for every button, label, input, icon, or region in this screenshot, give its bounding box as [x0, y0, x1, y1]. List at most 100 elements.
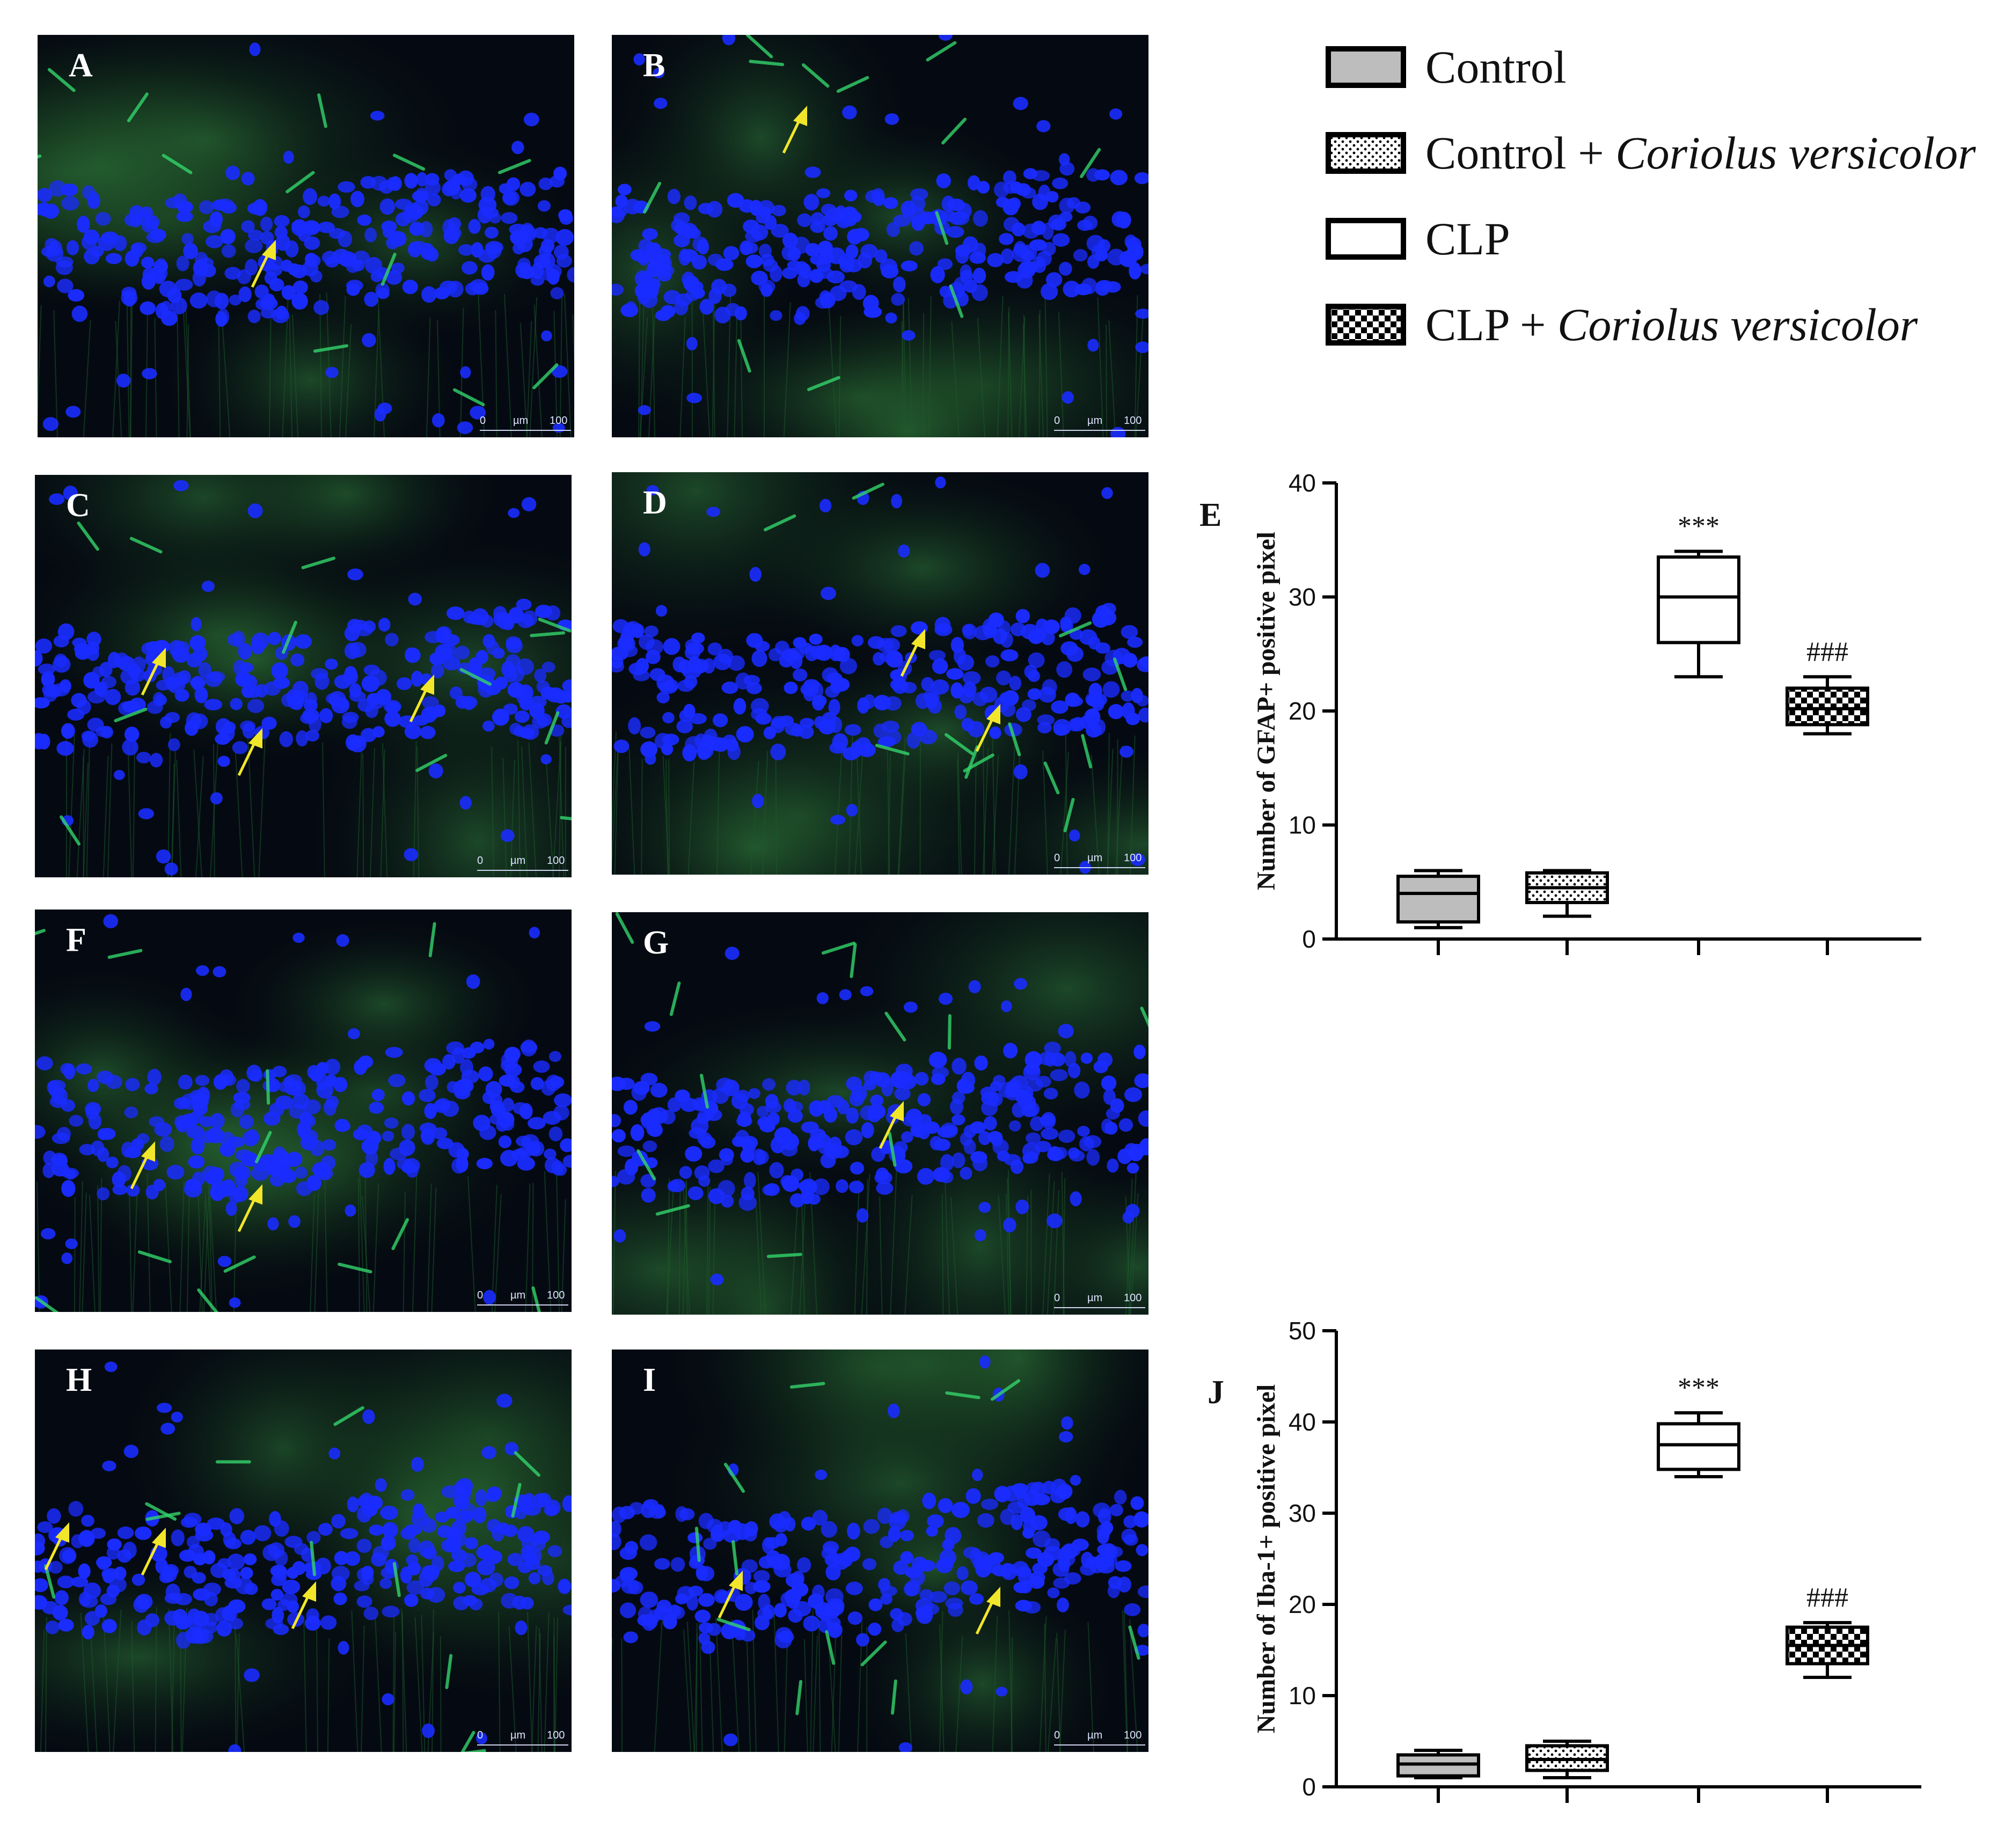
scale-end: 100 [1124, 852, 1142, 864]
micrograph-panel-a: A 0 µm 100 [38, 35, 574, 437]
scale-unit: µm [1087, 852, 1103, 864]
micrograph-image [35, 1350, 572, 1752]
scale-line [1054, 430, 1145, 431]
scale-end: 100 [547, 855, 565, 867]
panel-letter: H [66, 1362, 92, 1398]
legend-item-control: Control [1326, 38, 1567, 97]
box-iqr [1396, 875, 1480, 924]
micrograph-image [612, 35, 1148, 437]
legend-label: Control [1425, 41, 1567, 93]
scale-start: 0 [1054, 1729, 1060, 1741]
scale-unit: µm [1087, 415, 1103, 427]
chart-gfap: Number of GFAP+ positive pixel 0 10 20 30 40 *… [1252, 469, 1921, 955]
legend-label: CLP + Coriolus versicolor [1425, 299, 1918, 350]
micrograph-image [612, 1350, 1148, 1752]
micrograph-panel-g: G 0 µm 100 [612, 912, 1148, 1315]
arrow-marker-icon [879, 1101, 904, 1149]
y-tick-label: 30 [1289, 583, 1316, 611]
scale-unit: µm [1087, 1292, 1103, 1304]
y-axis-label: Number of Iba-1+ positive pixel [1252, 1384, 1281, 1733]
box-3 [1657, 549, 1740, 679]
legend-swatch-dots [1326, 132, 1406, 174]
scale-line [477, 1744, 568, 1746]
scale-start: 0 [1054, 415, 1060, 427]
micrograph-panel-d: D 0 µm 100 [612, 472, 1148, 875]
panel-letter: D [643, 485, 667, 521]
box-2 [1525, 1740, 1609, 1779]
legend-item-clp: CLP [1326, 209, 1510, 268]
arrow-marker-icon [130, 1141, 155, 1190]
significance-label: *** [1678, 1373, 1720, 1403]
arrow-marker-icon [141, 1528, 166, 1576]
legend-swatch-white [1326, 218, 1406, 260]
arrow-marker-icon [900, 629, 925, 677]
panel-letter: B [643, 47, 665, 84]
y-tick-label: 20 [1289, 1590, 1316, 1618]
significance-label: ### [1806, 636, 1848, 667]
micrograph-panel-c: C 0 µm 100 [35, 475, 572, 877]
scale-bar: 0 µm 100 [477, 1286, 568, 1308]
box-iqr [1657, 1422, 1740, 1471]
panel-letter: I [643, 1362, 656, 1398]
scale-start: 0 [480, 415, 486, 427]
scale-bar: 0 µm 100 [1054, 1289, 1145, 1310]
scale-bar: 0 µm 100 [1054, 1726, 1145, 1748]
micrograph-image [38, 35, 574, 437]
legend: Control Control + Coriolus versicolor CL… [1326, 38, 2007, 381]
scale-end: 100 [1124, 1292, 1142, 1304]
micrograph-image [612, 472, 1148, 875]
scale-unit: µm [513, 415, 529, 427]
box-1 [1396, 1749, 1480, 1779]
y-tick-label: 10 [1289, 811, 1316, 839]
box-3 [1657, 1411, 1740, 1478]
panel-letter: G [643, 925, 669, 961]
scale-line [477, 870, 568, 871]
y-tick-label: 40 [1289, 469, 1316, 497]
scale-bar: 0 µm 100 [477, 852, 568, 873]
scale-unit: µm [510, 855, 526, 867]
legend-label: Control + Coriolus versicolor [1425, 127, 1976, 179]
micrograph-panel-i: I 0 µm 100 [612, 1350, 1148, 1752]
scale-line [1054, 1744, 1145, 1746]
panel-letter: A [69, 47, 93, 84]
scale-unit: µm [510, 1289, 526, 1301]
arrow-marker-icon [782, 106, 807, 154]
box-4 [1786, 1621, 1869, 1679]
scale-end: 100 [547, 1289, 565, 1301]
significance-label: *** [1678, 511, 1720, 542]
arrow-marker-icon [975, 704, 1000, 752]
arrow-marker-icon [409, 674, 434, 723]
scale-start: 0 [477, 1729, 484, 1741]
micrograph-image [35, 475, 572, 877]
arrow-marker-icon [291, 1581, 316, 1630]
scale-end: 100 [550, 415, 568, 427]
chart-iba1: Number of Iba-1+ positive pixel 0 10 20 30 40… [1252, 1317, 1921, 1803]
y-axis-label: Number of GFAP+ positive pixel [1252, 532, 1281, 890]
micrograph-image [35, 910, 572, 1312]
legend-swatch-gray [1326, 46, 1406, 88]
scale-unit: µm [1087, 1729, 1103, 1741]
scale-line [477, 1304, 568, 1306]
scale-unit: µm [510, 1729, 526, 1741]
scale-end: 100 [1124, 1729, 1142, 1741]
y-tick-label: 50 [1289, 1317, 1316, 1345]
scale-start: 0 [477, 855, 484, 867]
scale-end: 100 [547, 1729, 565, 1741]
arrow-marker-icon [975, 1587, 1000, 1635]
scale-start: 0 [1054, 852, 1060, 864]
micrograph-image [612, 912, 1148, 1315]
legend-swatch-checker [1326, 304, 1406, 346]
scale-bar: 0 µm 100 [1054, 849, 1145, 870]
y-tick-label: 0 [1302, 1773, 1316, 1801]
y-tick-label: 0 [1302, 925, 1316, 953]
panel-letter: C [66, 487, 90, 524]
scale-bar: 0 µm 100 [480, 412, 571, 433]
arrow-marker-icon [251, 240, 276, 288]
legend-item-control-cv: Control + Coriolus versicolor [1326, 123, 1976, 182]
micrograph-panel-h: H 0 µm 100 [35, 1350, 572, 1752]
scale-line [1054, 1307, 1145, 1308]
legend-item-clp-cv: CLP + Coriolus versicolor [1326, 295, 1918, 354]
micrograph-panel-b: B 0 µm 100 [612, 35, 1148, 437]
box-iqr [1786, 686, 1869, 727]
y-tick-label: 40 [1289, 1408, 1316, 1436]
